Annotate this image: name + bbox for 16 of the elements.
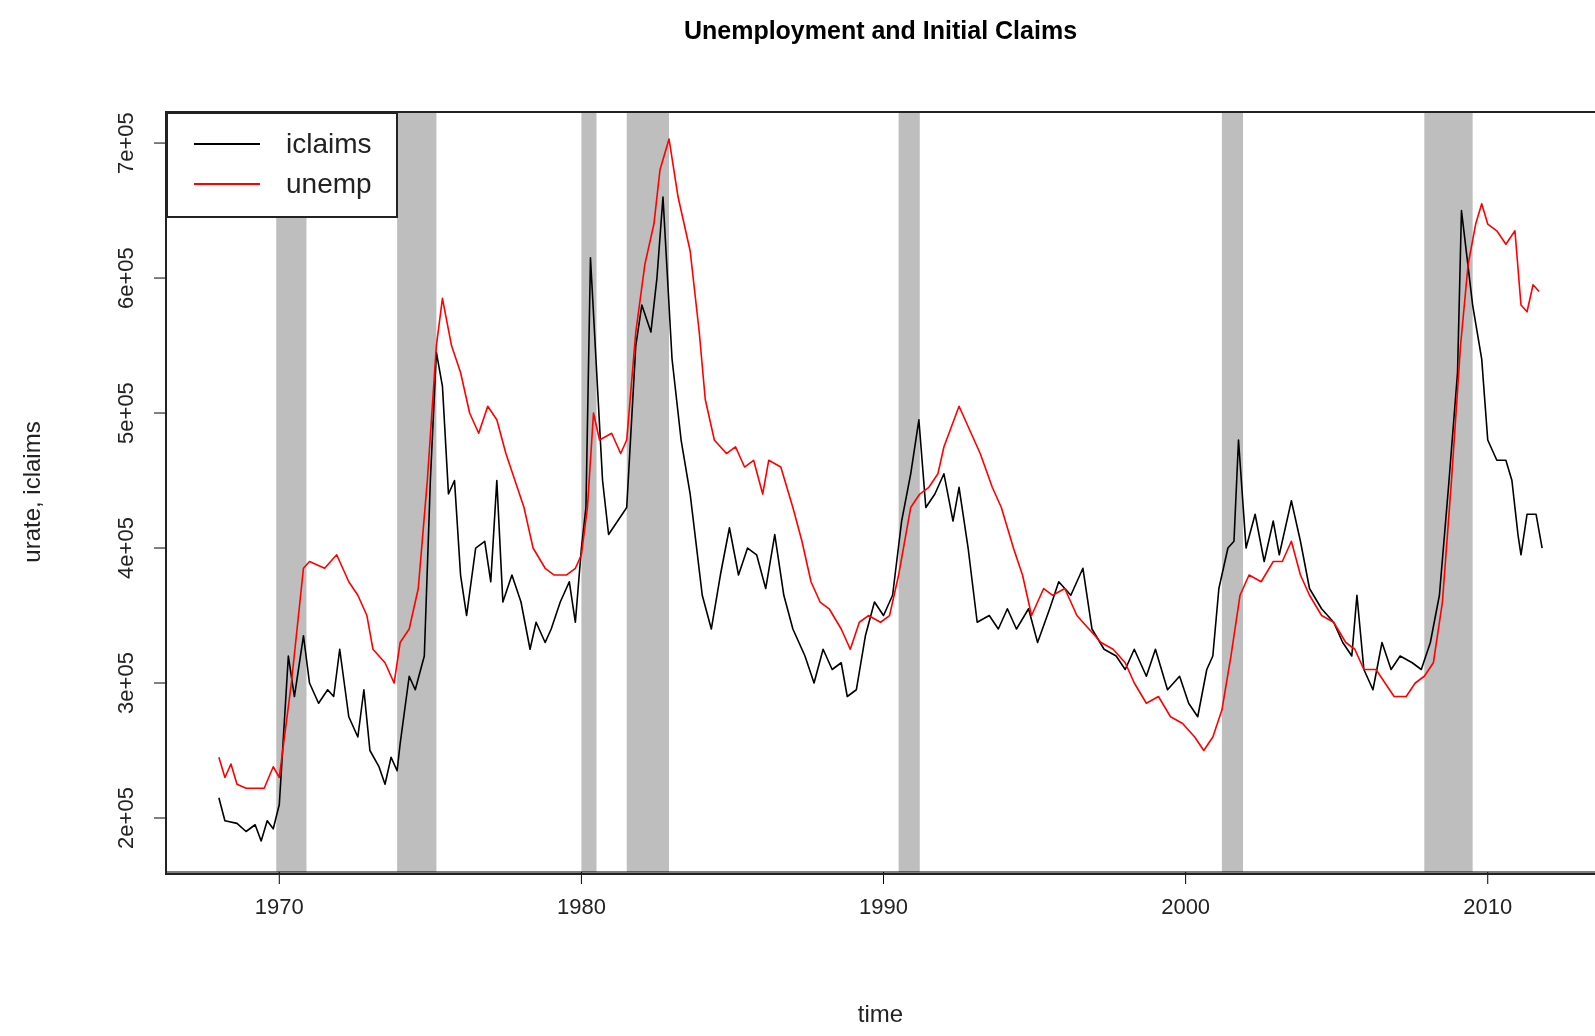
x-tick-label: 1990 [859,893,908,919]
legend-label: iclaims [286,128,372,160]
x-axis-title: time [856,1000,905,1028]
y-tick-label: 4e+05 [113,517,139,579]
legend-label: unemp [286,168,372,200]
x-tick-label: 2010 [1463,893,1513,919]
y-axis-title: urate, iclaims [18,421,46,563]
chart-title: Unemployment and Initial Claims [682,16,1079,45]
y-tick-label: 2e+05 [113,787,139,849]
x-tick-label: 2000 [1161,893,1211,919]
y-tick-label: 3e+05 [113,652,139,714]
y-tick-label: 6e+05 [113,247,139,309]
y-tick-label: 5e+05 [113,382,139,444]
x-tick-label: 1980 [556,893,606,919]
x-tick-label: 1970 [254,893,304,919]
y-tick-label: 7e+05 [113,112,139,174]
